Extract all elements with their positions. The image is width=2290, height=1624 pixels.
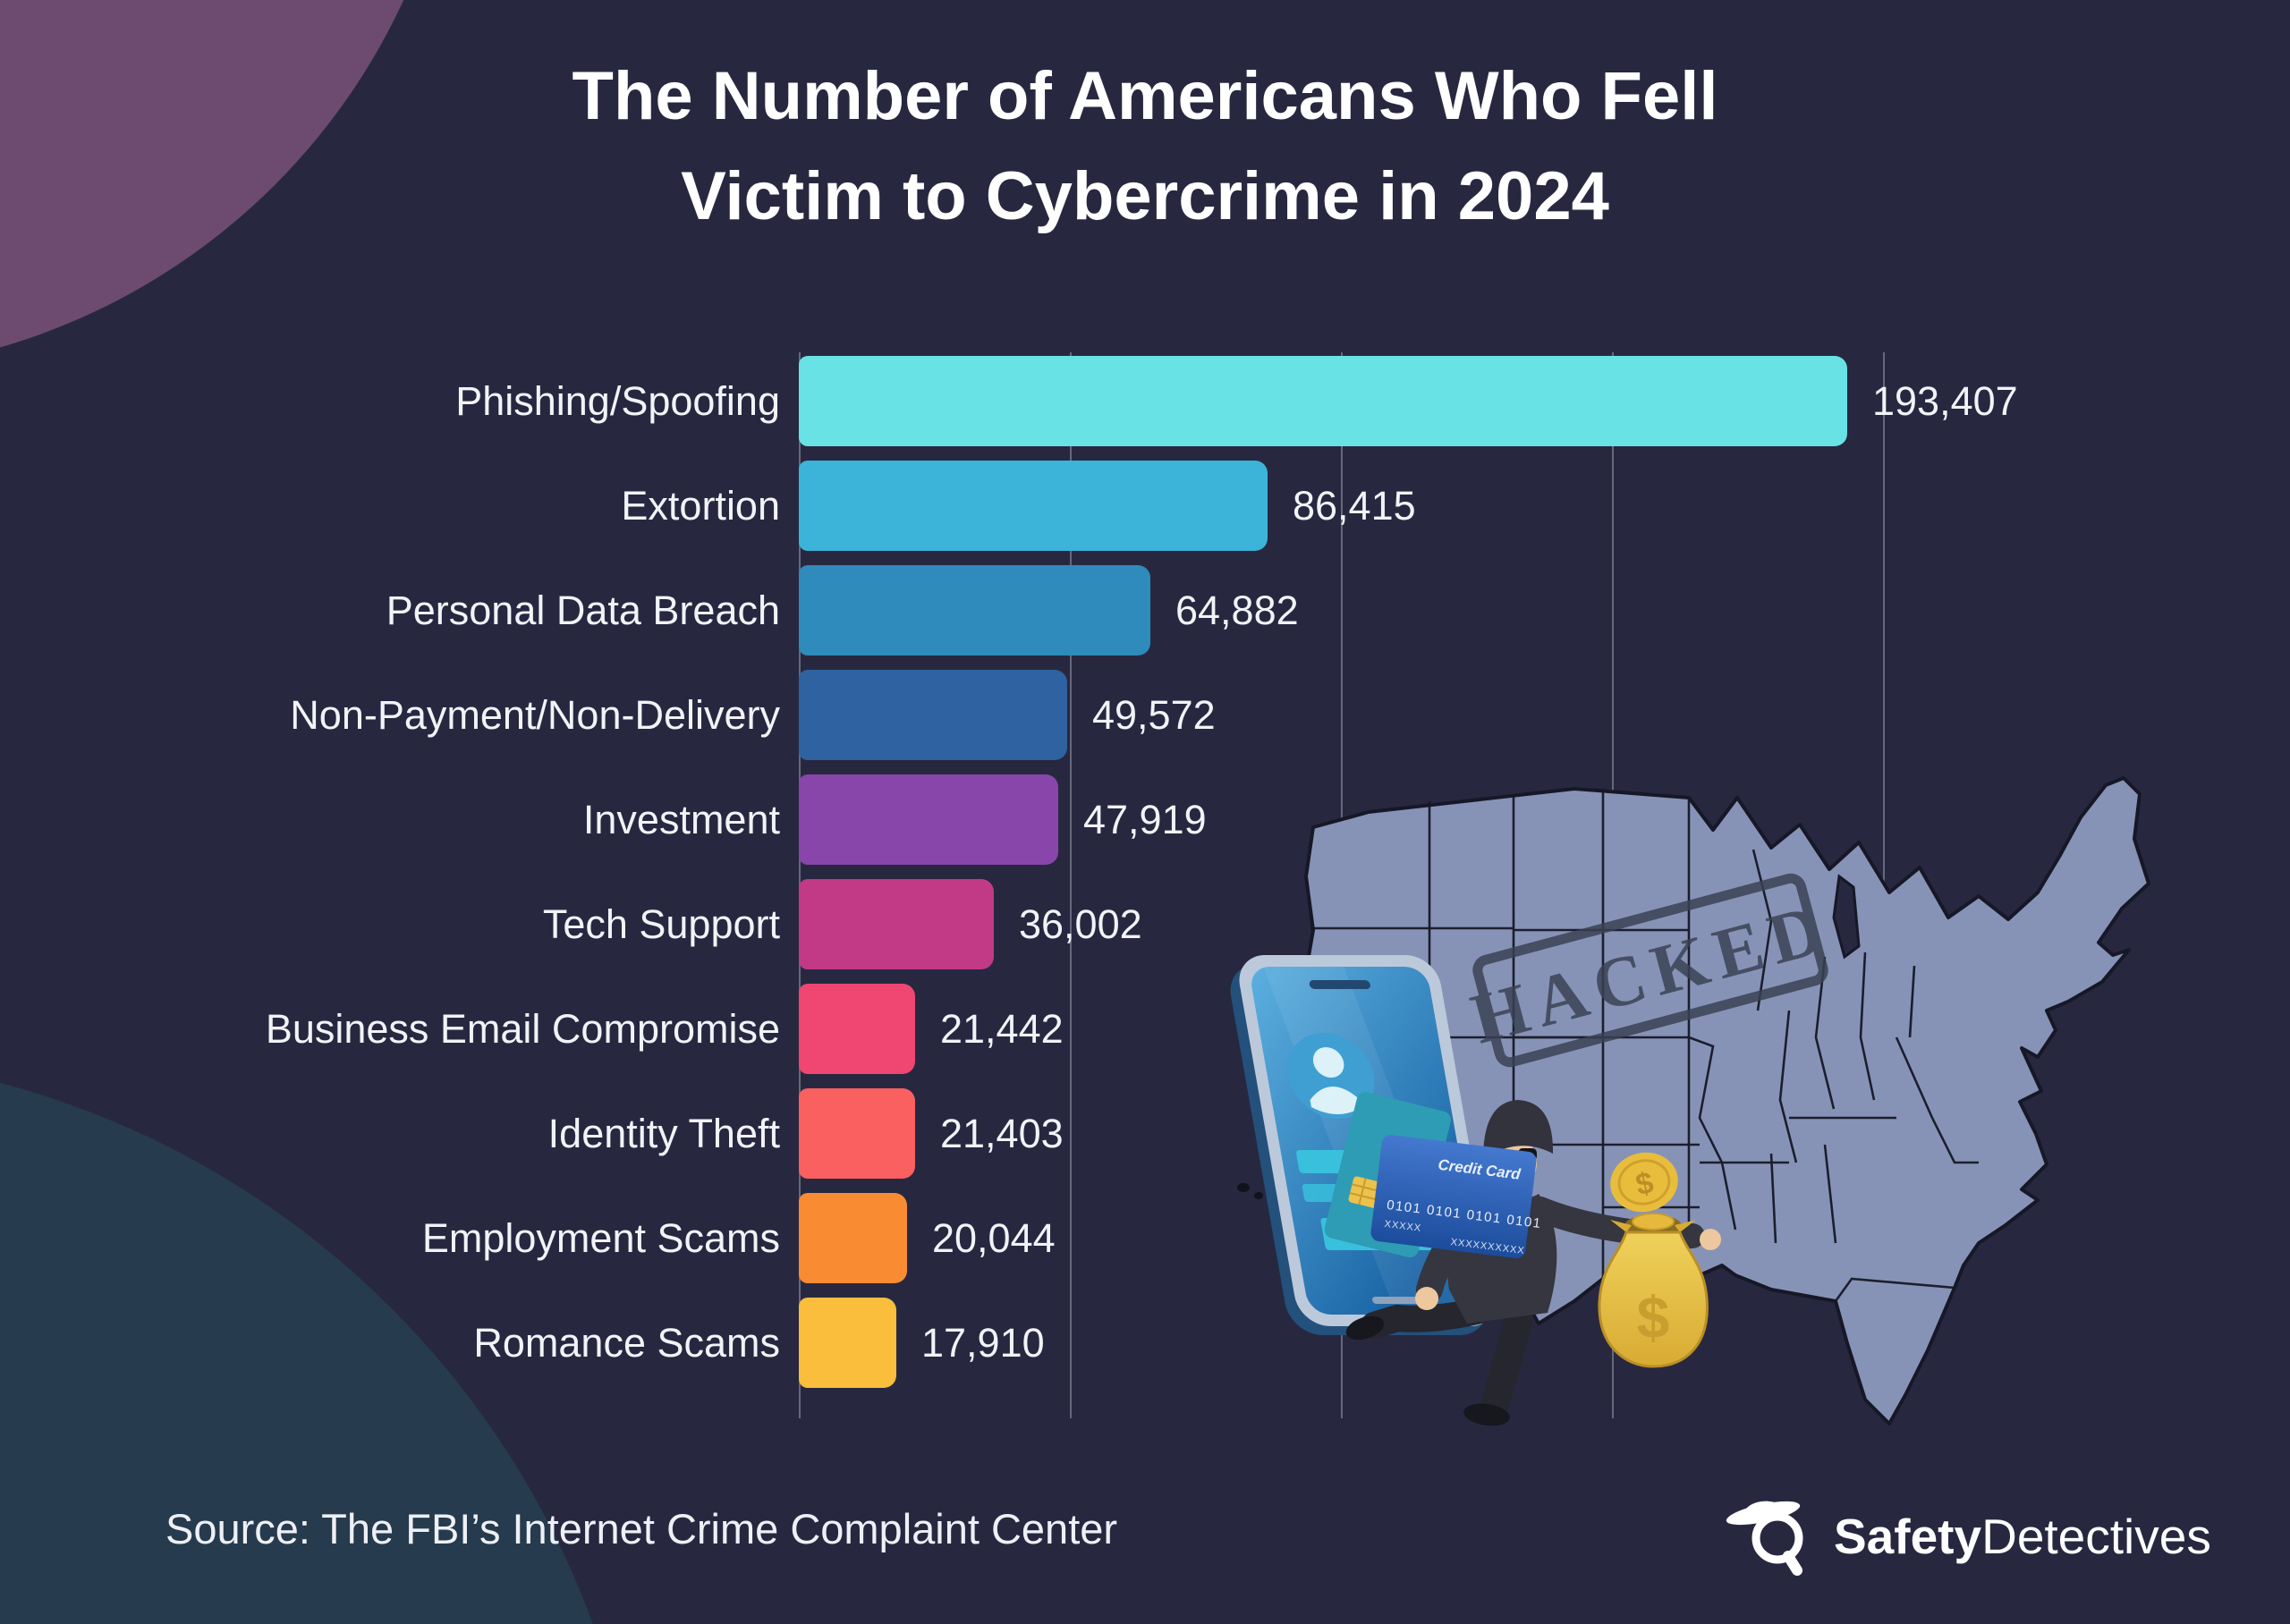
bar-row: Investment 47,919 — [0, 774, 2290, 865]
bar-row: Business Email Compromise 21,442 — [0, 984, 2290, 1074]
bar — [799, 1088, 915, 1179]
bar — [799, 461, 1268, 551]
brand-name-bold: Safety — [1834, 1509, 1982, 1564]
gridline — [1070, 352, 1072, 1418]
bar-category-label: Investment — [582, 797, 780, 842]
bar-category-label: Extortion — [621, 483, 780, 529]
brand-name: SafetyDetectives — [1834, 1508, 2211, 1565]
bar-value-label: 36,002 — [1019, 901, 1142, 947]
bar-row: Extortion 86,415 — [0, 461, 2290, 551]
bar-row: Romance Scams 17,910 — [0, 1298, 2290, 1388]
home-indicator — [1372, 1297, 1422, 1304]
bar — [799, 1298, 896, 1388]
brand-name-regular: Detectives — [1981, 1509, 2211, 1564]
bar-category-label: Business Email Compromise — [265, 1006, 780, 1052]
bar — [799, 879, 994, 969]
gold-coin: $ — [1610, 1152, 1678, 1213]
bag-dollar-symbol: $ — [1637, 1284, 1670, 1350]
bar-row: Non-Payment/Non-Delivery 49,572 — [0, 670, 2290, 760]
source-text: Source: The FBI’s Internet Crime Complai… — [165, 1505, 1118, 1552]
bar-category-label: Identity Theft — [547, 1111, 780, 1156]
bar-value-label: 86,415 — [1293, 483, 1416, 529]
bar-value-label: 64,882 — [1175, 588, 1299, 633]
hacker-beanie — [1483, 1100, 1554, 1159]
bar — [799, 1193, 907, 1283]
cybercrime-illustration: HACKED ****** — [1230, 776, 2150, 1426]
bar-value-label: 193,407 — [1872, 378, 2018, 424]
hacker-right-hand — [1700, 1229, 1721, 1250]
bar-category-label: Non-Payment/Non-Delivery — [290, 692, 780, 738]
title-line-1: The Number of Americans Who Fell — [572, 58, 1718, 134]
bar-value-label: 20,044 — [932, 1215, 1056, 1261]
bar — [799, 565, 1150, 656]
avatar — [1287, 1033, 1375, 1119]
bar — [799, 356, 1847, 446]
page-title: The Number of Americans Who Fell Victim … — [0, 47, 2290, 247]
detective-magnifier-icon — [1726, 1501, 1803, 1576]
bar-value-label: 49,572 — [1092, 692, 1216, 738]
bar-category-label: Tech Support — [542, 901, 780, 947]
title-line-2: Victim to Cybercrime in 2024 — [681, 158, 1609, 234]
lake-michigan — [1832, 874, 1861, 960]
bar-row: Phishing/Spoofing 193,407 — [0, 356, 2290, 446]
bar-value-label: 21,442 — [940, 1006, 1064, 1052]
brand-logo: SafetyDetectives — [1722, 1492, 2259, 1581]
bar-category-label: Phishing/Spoofing — [455, 378, 780, 424]
bar-category-label: Employment Scams — [421, 1215, 780, 1261]
bar-row: Employment Scams 20,044 — [0, 1193, 2290, 1283]
bar-category-label: Personal Data Breach — [386, 588, 780, 633]
bar — [799, 984, 915, 1074]
money-bag: $ — [1598, 1213, 1721, 1368]
bar — [799, 774, 1058, 865]
credit-card-xrow1: XXXXX — [1384, 1219, 1422, 1234]
bar-value-label: 21,403 — [940, 1111, 1064, 1156]
bar-row: Personal Data Breach 64,882 — [0, 565, 2290, 656]
hacker-left-hand — [1415, 1287, 1438, 1310]
bar-row: Identity Theft 21,403 — [0, 1088, 2290, 1179]
bar — [799, 670, 1067, 760]
phone-speaker — [1309, 980, 1370, 989]
bar-value-label: 47,919 — [1083, 797, 1207, 842]
bar-category-label: Romance Scams — [473, 1320, 780, 1366]
bar-value-label: 17,910 — [921, 1320, 1045, 1366]
credit-card: Credit Card 0101 0101 0101 0101 XXXXX XX… — [1370, 1134, 1543, 1259]
bar-row: Tech Support 36,002 — [0, 879, 2290, 969]
